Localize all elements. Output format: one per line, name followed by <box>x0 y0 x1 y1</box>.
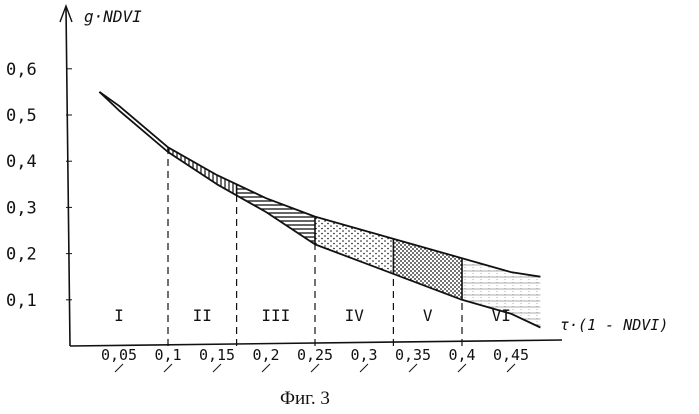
y-axis-line <box>66 8 70 346</box>
zone-label-5: V <box>423 306 433 325</box>
zone-label-3: III <box>261 306 290 325</box>
x-tick-label-3: 0,15 <box>199 346 235 364</box>
zone-label-4: IV <box>345 306 365 325</box>
x-tick-mark-7 <box>409 364 417 372</box>
ticks: 0,05 0,1 0,15 0,2 0,25 0,3 0,35 0,4 0,45 0,1 0,2 0,… <box>6 60 529 372</box>
y-tick-label-5: 0,5 <box>6 106 37 126</box>
zone-fill-4 <box>315 217 393 274</box>
x-tick-mark-4 <box>262 364 270 372</box>
x-tick-mark-9 <box>507 364 515 372</box>
zone-label-6: VI <box>492 306 511 325</box>
x-tick-label-8: 0,4 <box>448 346 475 364</box>
x-tick-label-2: 0,1 <box>154 346 181 364</box>
x-axis-title: τ·(1 - NDVI) <box>560 316 668 334</box>
y-tick-label-6: 0,6 <box>6 60 37 80</box>
x-tick-mark-3 <box>213 364 221 372</box>
y-tick-label-2: 0,2 <box>6 245 37 265</box>
y-tick-label-3: 0,3 <box>6 198 37 218</box>
y-tick-label-4: 0,4 <box>6 152 37 172</box>
x-tick-label-7: 0,35 <box>395 346 431 364</box>
zone-fill-3 <box>237 184 315 244</box>
x-tick-mark-8 <box>458 364 466 372</box>
x-tick-mark-6 <box>360 364 368 372</box>
shaded-zones <box>168 147 540 327</box>
x-tick-label-5: 0,25 <box>297 346 333 364</box>
zone-fill-2 <box>168 147 237 195</box>
x-tick-label-4: 0,2 <box>252 346 279 364</box>
y-axis-title: g·NDVI <box>84 7 142 26</box>
x-tick-label-9: 0,45 <box>493 346 529 364</box>
zone-label-2: II <box>193 306 212 325</box>
figure-caption: Фиг. 3 <box>280 388 330 409</box>
x-tick-label-6: 0,3 <box>350 346 377 364</box>
x-tick-label-1: 0,05 <box>101 346 137 364</box>
labels: g·NDVIτ·(1 - NDVI)IIIIIIIVVVI <box>84 7 668 334</box>
x-tick-mark-2 <box>164 364 172 372</box>
x-tick-mark-1 <box>115 364 123 372</box>
x-tick-mark-5 <box>311 364 319 372</box>
zone-label-1: I <box>114 306 124 325</box>
curve-line-1 <box>99 92 540 277</box>
y-tick-label-1: 0,1 <box>6 291 37 311</box>
